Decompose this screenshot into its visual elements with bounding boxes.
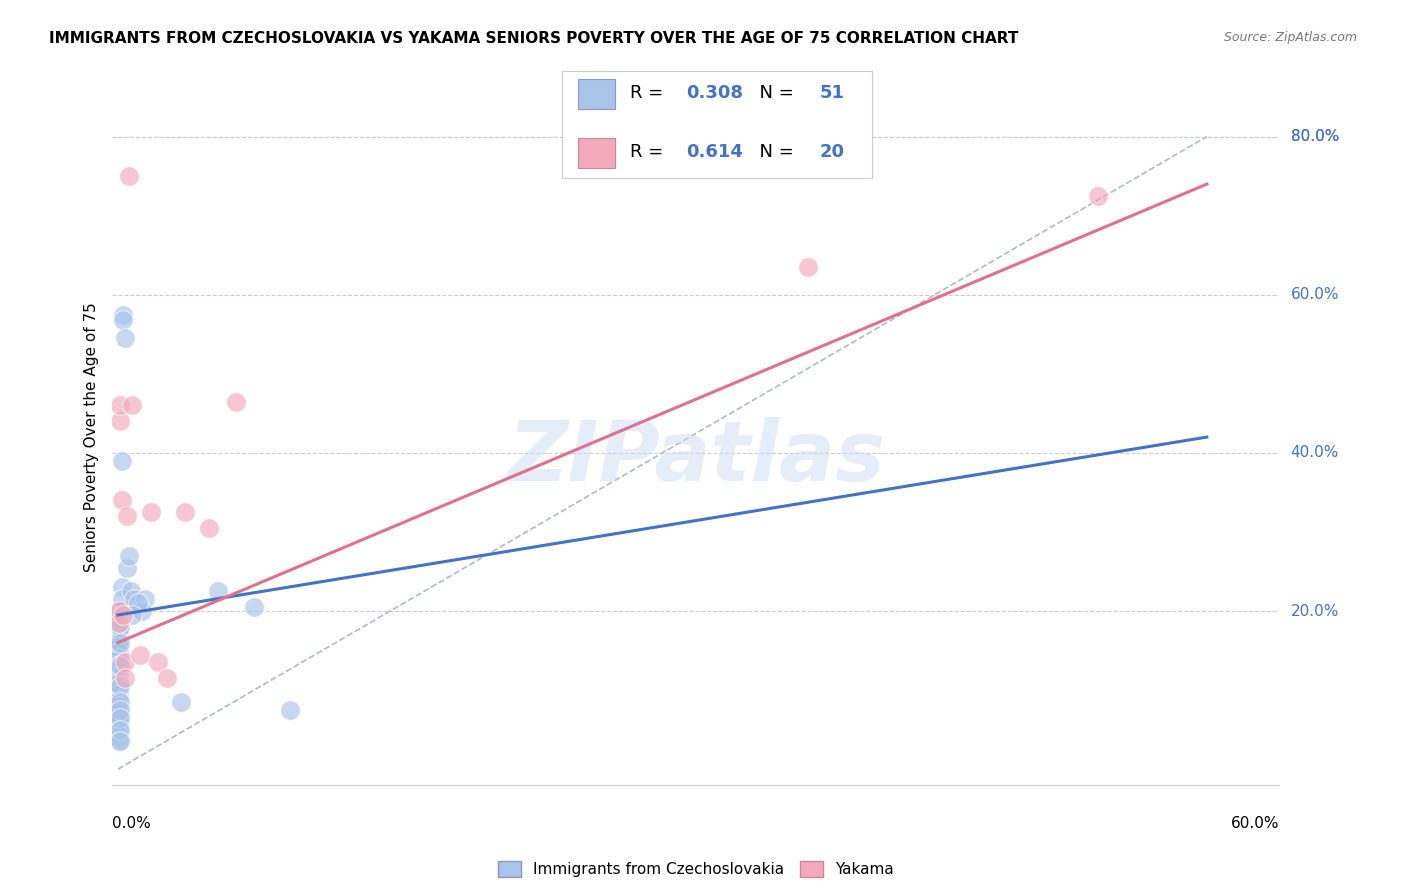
Point — [108, 621, 131, 635]
Point — [108, 687, 131, 701]
Point — [108, 703, 131, 717]
Point — [110, 592, 132, 607]
Point — [108, 609, 131, 624]
Point — [108, 657, 131, 672]
Point — [121, 607, 143, 622]
Point — [108, 716, 131, 731]
Point — [108, 620, 131, 634]
Text: N =: N = — [748, 143, 800, 161]
Text: R =: R = — [630, 143, 669, 161]
Point — [108, 711, 131, 725]
Text: 60.0%: 60.0% — [1291, 287, 1339, 302]
Point — [108, 734, 131, 748]
Text: R =: R = — [630, 84, 669, 102]
Point — [139, 505, 162, 519]
Point — [108, 645, 131, 659]
Point — [108, 659, 131, 673]
Point — [108, 663, 131, 677]
Point — [1087, 189, 1109, 203]
Point — [108, 604, 131, 618]
FancyBboxPatch shape — [578, 78, 614, 109]
Point — [114, 671, 136, 685]
Point — [108, 651, 131, 665]
Text: 20: 20 — [820, 143, 844, 161]
Point — [115, 509, 138, 524]
Point — [108, 729, 131, 743]
Point — [122, 592, 145, 607]
Point — [174, 505, 197, 519]
Point — [108, 692, 131, 706]
Point — [110, 493, 132, 508]
Point — [243, 600, 266, 615]
Point — [796, 260, 818, 274]
Point — [108, 635, 131, 649]
Point — [108, 675, 131, 690]
Point — [114, 656, 136, 670]
Point — [108, 711, 131, 725]
Point — [110, 580, 132, 594]
Point — [108, 640, 131, 654]
Text: 20.0%: 20.0% — [1291, 604, 1339, 618]
Point — [170, 695, 193, 709]
Point — [280, 703, 302, 717]
Text: 0.614: 0.614 — [686, 143, 742, 161]
Point — [108, 698, 131, 713]
Point — [128, 648, 150, 662]
Point — [108, 723, 131, 737]
Point — [108, 634, 131, 648]
Text: ZIPatlas: ZIPatlas — [508, 417, 884, 499]
Point — [108, 628, 131, 642]
Text: 80.0%: 80.0% — [1291, 129, 1339, 145]
Text: 80.0%: 80.0% — [1291, 129, 1339, 145]
Y-axis label: Seniors Poverty Over the Age of 75: Seniors Poverty Over the Age of 75 — [83, 302, 98, 572]
Text: 0.0%: 0.0% — [112, 815, 152, 830]
Point — [197, 521, 219, 535]
Text: 51: 51 — [820, 84, 844, 102]
Point — [110, 454, 132, 468]
Point — [134, 592, 156, 607]
Point — [108, 604, 131, 618]
Point — [112, 308, 135, 322]
Point — [108, 705, 131, 719]
Point — [118, 169, 141, 183]
Point — [108, 399, 131, 413]
Point — [146, 656, 169, 670]
Point — [114, 331, 136, 345]
Point — [108, 679, 131, 693]
Point — [115, 560, 138, 574]
Text: IMMIGRANTS FROM CZECHOSLOVAKIA VS YAKAMA SENIORS POVERTY OVER THE AGE OF 75 CORR: IMMIGRANTS FROM CZECHOSLOVAKIA VS YAKAMA… — [49, 31, 1018, 46]
Point — [131, 604, 153, 618]
Point — [108, 615, 131, 630]
Text: 60.0%: 60.0% — [1232, 815, 1279, 830]
Point — [118, 549, 141, 563]
Text: 40.0%: 40.0% — [1291, 445, 1339, 460]
Point — [108, 681, 131, 696]
Legend: Immigrants from Czechoslovakia, Yakama: Immigrants from Czechoslovakia, Yakama — [492, 855, 900, 883]
Text: Source: ZipAtlas.com: Source: ZipAtlas.com — [1223, 31, 1357, 45]
Point — [108, 695, 131, 709]
Point — [108, 615, 131, 630]
Point — [108, 669, 131, 683]
Point — [108, 734, 131, 748]
Point — [127, 596, 149, 610]
Point — [120, 584, 142, 599]
FancyBboxPatch shape — [578, 137, 614, 168]
Text: N =: N = — [748, 84, 800, 102]
Text: 0.308: 0.308 — [686, 84, 744, 102]
Point — [225, 394, 247, 409]
Point — [121, 399, 143, 413]
Point — [156, 671, 179, 685]
Point — [207, 584, 229, 599]
Point — [112, 313, 135, 327]
Point — [112, 607, 135, 622]
Point — [108, 723, 131, 737]
Point — [108, 414, 131, 428]
Point — [108, 604, 131, 618]
